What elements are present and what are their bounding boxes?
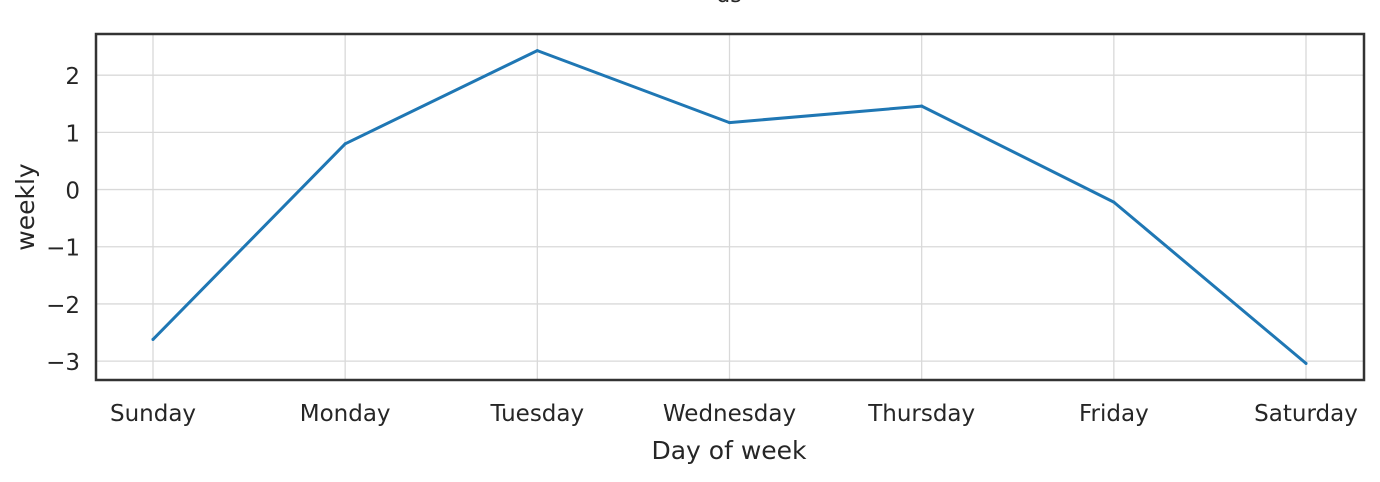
x-axis-label: Day of week [651,436,807,465]
x-tick-label: Friday [1079,401,1149,427]
y-axis-label: weekly [11,163,40,251]
data-point [1304,361,1308,365]
grid-lines [96,34,1364,380]
x-tick-label: Sunday [110,401,196,427]
data-point [728,121,731,125]
x-tick-label: Saturday [1254,401,1358,427]
x-tick-label: Monday [300,401,391,427]
series-layer [151,49,1308,365]
data-point [920,104,924,108]
chart-title: ds [716,0,741,8]
y-tick-label: 1 [65,121,80,147]
x-axis-ticks: Sunday Monday Tuesday Wednesday Thursday Frid… [110,401,1358,427]
y-tick-label: −3 [46,350,80,376]
y-tick-label: −1 [46,236,80,262]
y-tick-label: 2 [65,64,80,90]
data-point [535,49,539,53]
x-tick-label: Tuesday [490,401,585,427]
y-tick-label: 0 [65,179,80,205]
x-tick-label: Wednesday [663,401,796,427]
plot-frame [94,32,1366,382]
y-axis-ticks: −3 −2 −1 0 1 2 [46,64,80,376]
data-point [343,142,347,146]
data-point [151,337,155,341]
y-tick-label: −2 [46,293,80,319]
x-tick-label: Thursday [867,401,975,427]
data-point [1112,200,1116,204]
